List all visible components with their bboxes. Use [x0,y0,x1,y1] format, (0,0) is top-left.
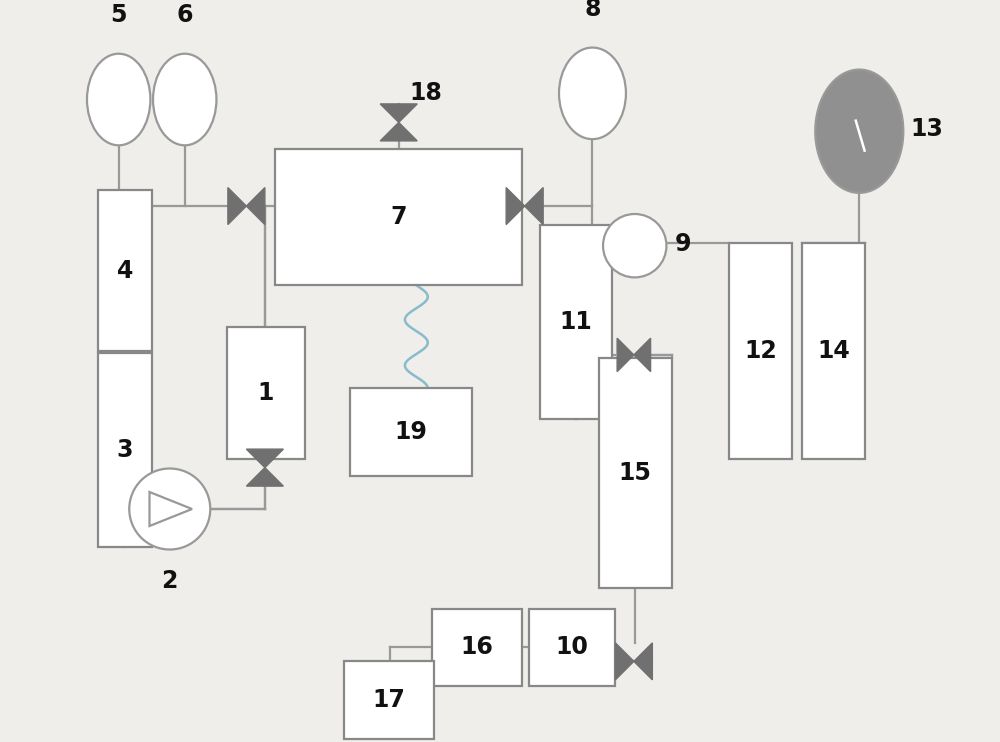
Text: 4: 4 [117,259,133,283]
Text: 2: 2 [162,569,178,593]
Text: 5: 5 [110,3,127,27]
Ellipse shape [603,214,666,278]
Text: 16: 16 [461,635,494,659]
Bar [98,353,152,547]
Text: 11: 11 [559,310,592,335]
Polygon shape [506,188,525,225]
Polygon shape [615,643,634,680]
Text: 15: 15 [619,461,652,485]
Polygon shape [380,122,417,141]
Bar [350,388,472,476]
Bar [98,190,152,352]
Polygon shape [228,188,246,225]
Bar [275,149,522,286]
Text: 1: 1 [258,381,274,405]
Ellipse shape [559,47,626,139]
Text: 3: 3 [117,438,133,462]
Text: 10: 10 [556,635,589,659]
Bar [432,608,522,686]
Polygon shape [617,338,634,372]
Text: 6: 6 [176,3,193,27]
Circle shape [129,468,210,550]
Text: 14: 14 [817,339,850,363]
Ellipse shape [815,70,903,193]
Text: 9: 9 [674,232,691,256]
Bar [529,608,615,686]
Polygon shape [246,188,265,225]
Text: 7: 7 [390,205,407,229]
Bar [599,358,672,588]
Text: 18: 18 [409,82,442,105]
Text: 8: 8 [584,0,601,21]
Text: 12: 12 [744,339,777,363]
Bar [344,661,434,739]
Polygon shape [246,449,283,467]
Text: 13: 13 [910,117,943,142]
Polygon shape [634,643,652,680]
Polygon shape [525,188,543,225]
Polygon shape [634,338,651,372]
Bar [729,243,792,459]
Ellipse shape [87,53,150,145]
Text: 19: 19 [395,421,427,444]
Polygon shape [246,467,283,486]
Bar [540,226,612,419]
Text: 17: 17 [373,688,405,712]
Polygon shape [380,104,417,122]
Bar [802,243,865,459]
Bar [227,326,305,459]
Ellipse shape [153,53,216,145]
